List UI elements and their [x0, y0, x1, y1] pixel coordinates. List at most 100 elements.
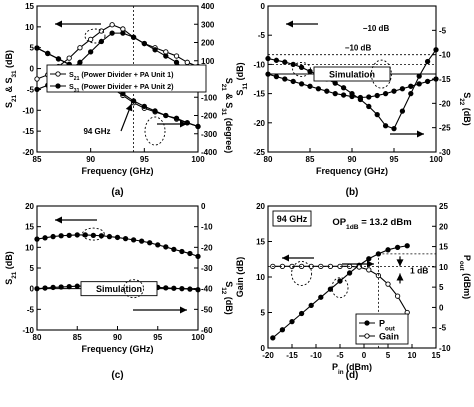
- y-left-tick-label: 0: [261, 344, 266, 353]
- x-axis-label: Frequency (GHz): [316, 166, 388, 176]
- y-right-tick-label: -30: [439, 148, 451, 157]
- label-part-s1: Gain: [379, 332, 399, 342]
- right-axis-arrow-head: [180, 120, 187, 128]
- series-ellipse: [331, 277, 349, 299]
- y-left-tick-label: -10: [22, 326, 34, 335]
- right-axis-arrow: [342, 260, 374, 268]
- right-axis-arrow-head: [367, 260, 374, 268]
- y-left-tick-label: 10: [25, 23, 34, 32]
- series-ellipse: [370, 59, 392, 89]
- op1db-label: OP1dB = 13.2 dBm: [332, 217, 411, 231]
- data-point: [433, 76, 439, 82]
- data-point: [327, 286, 334, 292]
- data-point: [77, 59, 83, 65]
- data-point: [282, 76, 288, 82]
- data-point: [55, 56, 62, 62]
- data-point: [404, 243, 410, 249]
- label-part-sub1: out: [385, 325, 396, 332]
- y-left-axis-label: S11 (dB): [235, 62, 249, 95]
- data-point: [138, 238, 145, 244]
- label-part-sub1: 21: [74, 76, 80, 82]
- data-point: [391, 125, 397, 132]
- data-point: [34, 236, 40, 242]
- y-right-tick-label: -60: [201, 326, 213, 335]
- label-part-end: = 13.2 dBm: [359, 217, 412, 228]
- y-left-tick-label: 5: [261, 309, 266, 318]
- data-point: [163, 112, 169, 119]
- data-point: [279, 327, 286, 333]
- label-part-mid: & S: [224, 91, 234, 109]
- right-axis-arrow-head: [180, 306, 187, 314]
- label-part-s1: P: [462, 255, 472, 261]
- data-point: [265, 55, 271, 62]
- label-part-end: (dB): [4, 251, 14, 272]
- y-left-tick-label: 20: [25, 202, 34, 211]
- label-part-end: (dB): [224, 294, 234, 315]
- y-left-tick-label: -10: [253, 60, 265, 69]
- left-axis-arrow-head: [282, 254, 289, 262]
- compression-arrow-bottom-head: [396, 273, 404, 281]
- x-tick-label: 95: [390, 155, 399, 164]
- compression-arrow-top-head: [396, 259, 404, 267]
- series-ellipse: [123, 279, 145, 299]
- y-left-tick-label: 5: [30, 44, 35, 53]
- legend-marker: [55, 83, 61, 89]
- y-left-tick-label: -15: [253, 90, 265, 99]
- label-part-sub1: in: [338, 369, 344, 376]
- y-right-tick-label: 200: [201, 39, 215, 48]
- label-part-s1: S: [4, 102, 14, 108]
- y-right-axis-label: Pout (dBm): [459, 255, 473, 299]
- chart-c: 80 85 90 95 100-10-505101520-60-50-40-30-20-…: [4, 202, 234, 381]
- data-point: [109, 22, 115, 28]
- data-point: [391, 88, 397, 94]
- y-right-tick-label: -5: [439, 26, 447, 35]
- data-point: [42, 235, 48, 241]
- data-point: [74, 232, 80, 238]
- y-right-tick-label: -20: [439, 99, 451, 108]
- panel-caption: (c): [111, 370, 123, 381]
- legend-label: Gain: [379, 332, 399, 342]
- data-point: [332, 80, 338, 86]
- data-point: [366, 256, 372, 262]
- data-point: [50, 233, 56, 240]
- legend: S21 (Power Divider + PA Unit 1)S31 (Powe…: [46, 64, 207, 94]
- y-left-tick-label: 5: [30, 264, 35, 273]
- y-right-tick-label: -10: [439, 344, 451, 353]
- label-part-sub2: 31: [11, 70, 18, 78]
- data-point: [42, 285, 48, 291]
- data-point: [152, 108, 158, 114]
- data-point: [416, 81, 422, 87]
- data-point: [58, 233, 64, 239]
- data-point: [147, 240, 153, 246]
- data-point: [58, 284, 64, 290]
- y-left-tick-label: -15: [22, 127, 34, 136]
- x-tick-label: -10: [310, 351, 322, 360]
- y-right-axis-label: S12 (dB): [221, 281, 235, 315]
- y-right-tick-label: 15: [439, 243, 448, 252]
- data-point: [155, 242, 161, 248]
- x-tick-label: 100: [191, 333, 205, 342]
- data-point: [90, 232, 97, 238]
- left-axis-arrow-head: [55, 216, 62, 224]
- label-part-sub1: out: [459, 261, 466, 272]
- simulation-box: [80, 281, 158, 297]
- x-tick-label: 95: [140, 155, 149, 164]
- data-point: [77, 45, 83, 51]
- x-tick-label: 100: [429, 155, 443, 164]
- y-right-tick-label: -40: [201, 285, 213, 294]
- label-part-end: (dBm): [344, 362, 373, 372]
- y-left-tick-label: -5: [27, 85, 35, 94]
- y-right-tick-label: -50: [201, 305, 213, 314]
- y-left-tick-label: -10: [22, 106, 34, 115]
- data-point: [394, 293, 401, 299]
- label-part-s1: S: [462, 92, 472, 98]
- threshold-label-top: −10 dB: [363, 24, 390, 33]
- left-axis-arrow: [286, 20, 318, 28]
- data-point: [120, 30, 126, 36]
- legend-box: [355, 313, 409, 345]
- data-point: [88, 49, 94, 55]
- y-right-tick-label: 300: [201, 20, 215, 29]
- y-left-tick-label: 0: [30, 285, 35, 294]
- annotation-arrow: [120, 103, 133, 132]
- y-right-tick-label: 0: [439, 303, 444, 312]
